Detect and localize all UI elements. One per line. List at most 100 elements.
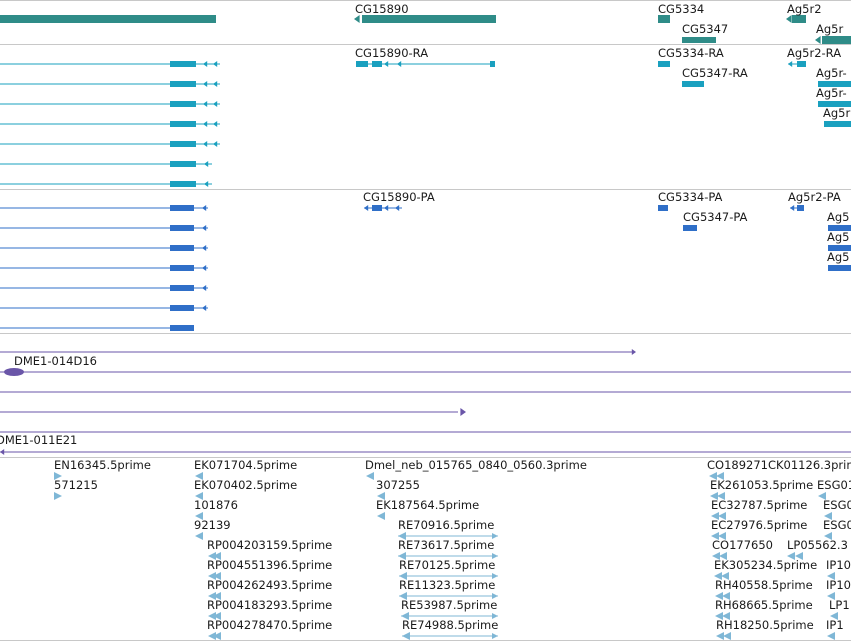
est-label[interactable]: IP10 bbox=[826, 558, 851, 572]
est-marker[interactable] bbox=[208, 632, 216, 640]
gene-bar[interactable] bbox=[682, 37, 716, 43]
transcript-strand-arrow[interactable] bbox=[204, 161, 209, 167]
est-label[interactable]: RP004183293.5prime bbox=[207, 598, 333, 612]
est-marker[interactable] bbox=[709, 472, 717, 480]
est-marker[interactable] bbox=[824, 512, 832, 520]
transcript-strand-arrow[interactable] bbox=[204, 181, 209, 187]
clone-strand-arrow[interactable] bbox=[631, 349, 636, 355]
est-label[interactable]: RE74988.5prime bbox=[402, 618, 499, 632]
transcript-label[interactable]: Ag5r- bbox=[816, 86, 847, 100]
est-label[interactable]: EC32787.5prime bbox=[711, 498, 808, 512]
transcript-strand-arrow[interactable] bbox=[213, 101, 218, 107]
protein-strand-arrow[interactable] bbox=[202, 285, 207, 291]
transcript-exon[interactable] bbox=[682, 81, 704, 87]
transcript-exon[interactable] bbox=[658, 61, 670, 67]
protein-exon[interactable] bbox=[683, 225, 697, 231]
est-marker[interactable] bbox=[830, 612, 838, 620]
gene-strand-arrow[interactable] bbox=[815, 36, 821, 44]
gene-label-cg5334[interactable]: CG5334 bbox=[658, 2, 705, 16]
est-marker[interactable] bbox=[492, 633, 498, 639]
protein-exon[interactable] bbox=[658, 205, 668, 211]
est-marker[interactable] bbox=[366, 472, 374, 480]
est-marker[interactable] bbox=[213, 612, 221, 620]
est-label[interactable]: 307255 bbox=[376, 478, 420, 492]
est-marker[interactable] bbox=[208, 552, 216, 560]
est-marker[interactable] bbox=[399, 592, 407, 600]
est-marker[interactable] bbox=[715, 612, 723, 620]
est-marker[interactable] bbox=[711, 532, 719, 540]
est-marker[interactable] bbox=[712, 552, 720, 560]
protein-exon[interactable] bbox=[372, 205, 382, 211]
est-label[interactable]: ESG01 bbox=[817, 478, 851, 492]
transcript-label[interactable]: Ag5r- bbox=[816, 66, 847, 80]
transcript-exon[interactable] bbox=[490, 61, 495, 67]
est-label[interactable]: RE70125.5prime bbox=[399, 558, 496, 572]
est-label[interactable]: RH18250.5prime bbox=[716, 618, 814, 632]
protein-exon[interactable] bbox=[828, 245, 851, 251]
est-marker[interactable] bbox=[795, 552, 803, 560]
protein-label[interactable]: CG15890-PA bbox=[363, 190, 435, 204]
est-marker[interactable] bbox=[402, 632, 410, 640]
protein-strand-arrow[interactable] bbox=[202, 265, 207, 271]
gene-label-cg5347[interactable]: CG5347 bbox=[682, 22, 729, 36]
gene-bar[interactable] bbox=[362, 15, 496, 23]
est-label[interactable]: 101876 bbox=[194, 498, 238, 512]
protein-exon[interactable] bbox=[170, 225, 194, 231]
est-marker[interactable] bbox=[787, 552, 795, 560]
est-marker[interactable] bbox=[492, 613, 498, 619]
transcript-exon[interactable] bbox=[818, 101, 851, 107]
est-marker[interactable] bbox=[401, 612, 409, 620]
est-marker[interactable] bbox=[818, 492, 826, 500]
est-label[interactable]: IP10 bbox=[826, 578, 851, 592]
transcript-exon[interactable] bbox=[797, 61, 806, 67]
transcript-exon[interactable] bbox=[170, 141, 196, 147]
est-label[interactable]: EK187564.5prime bbox=[376, 498, 480, 512]
protein-label[interactable]: CG5347-PA bbox=[683, 210, 748, 224]
est-label[interactable]: 92139 bbox=[194, 518, 231, 532]
gene-strand-arrow[interactable] bbox=[786, 15, 792, 23]
protein-label[interactable]: CG5334-PA bbox=[658, 190, 723, 204]
est-marker[interactable] bbox=[208, 612, 216, 620]
est-marker[interactable] bbox=[718, 532, 726, 540]
protein-exon[interactable] bbox=[828, 265, 851, 271]
protein-exon[interactable] bbox=[170, 265, 194, 271]
transcript-strand-arrow[interactable] bbox=[213, 121, 218, 127]
est-marker[interactable] bbox=[827, 572, 835, 580]
gene-label-cg15890[interactable]: CG15890 bbox=[355, 2, 409, 16]
est-marker[interactable] bbox=[213, 572, 221, 580]
est-marker[interactable] bbox=[54, 472, 62, 480]
est-label[interactable]: RH40558.5prime bbox=[715, 578, 813, 592]
protein-strand-arrow[interactable] bbox=[202, 245, 207, 251]
est-marker[interactable] bbox=[213, 552, 221, 560]
gene-bar[interactable] bbox=[658, 15, 670, 23]
est-label[interactable]: RE73617.5prime bbox=[398, 538, 495, 552]
est-marker[interactable] bbox=[399, 572, 407, 580]
est-label[interactable]: RE53987.5prime bbox=[401, 598, 498, 612]
protein-exon[interactable] bbox=[170, 285, 194, 291]
est-marker[interactable] bbox=[827, 592, 835, 600]
protein-strand-arrow[interactable] bbox=[384, 205, 389, 211]
est-label[interactable]: CO177650 bbox=[712, 538, 773, 552]
transcript-exon[interactable] bbox=[170, 121, 196, 127]
est-label[interactable]: RP004278470.5prime bbox=[207, 618, 333, 632]
est-label[interactable]: EK261053.5prime bbox=[710, 478, 814, 492]
est-marker[interactable] bbox=[716, 632, 724, 640]
est-label[interactable]: Dmel_neb_015765_0840_0560.3prime bbox=[365, 458, 587, 472]
est-label[interactable]: RP004203159.5prime bbox=[207, 538, 333, 552]
est-marker[interactable] bbox=[377, 492, 385, 500]
est-marker[interactable] bbox=[208, 592, 216, 600]
protein-strand-arrow[interactable] bbox=[790, 205, 795, 211]
est-marker[interactable] bbox=[492, 553, 498, 559]
clone-end-marker[interactable] bbox=[4, 368, 24, 376]
protein-strand-arrow[interactable] bbox=[202, 225, 207, 231]
transcript-exon[interactable] bbox=[170, 61, 196, 67]
est-label[interactable]: CO189271CK01126.3prim bbox=[707, 458, 851, 472]
est-marker[interactable] bbox=[714, 572, 722, 580]
transcript-exon[interactable] bbox=[356, 61, 368, 67]
transcript-strand-arrow[interactable] bbox=[203, 141, 208, 147]
est-marker[interactable] bbox=[195, 532, 203, 540]
est-label[interactable]: RP004262493.5prime bbox=[207, 578, 333, 592]
gene-bar[interactable] bbox=[822, 36, 851, 44]
protein-strand-arrow[interactable] bbox=[202, 205, 207, 211]
gene-strand-arrow[interactable] bbox=[354, 15, 360, 23]
